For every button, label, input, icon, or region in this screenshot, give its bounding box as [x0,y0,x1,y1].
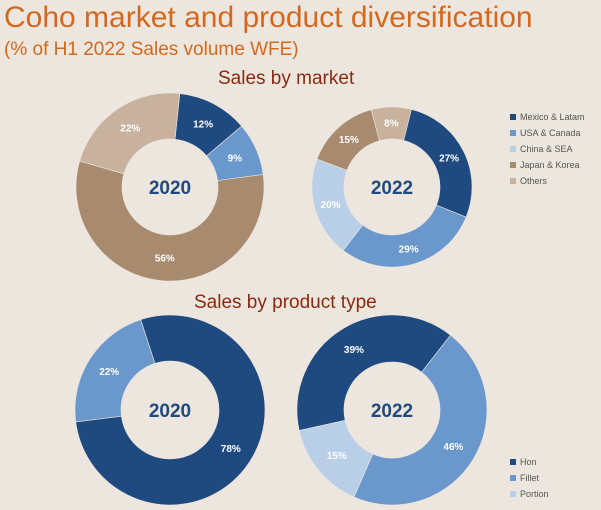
legend-label: Japan & Korea [520,160,580,170]
slice-hon [296,314,451,431]
legend-swatch [510,475,516,481]
legend-label: Hon [520,457,537,467]
slice-label: 22% [99,367,119,378]
legend-item: Portion [510,486,549,502]
legend-swatch [510,459,516,465]
center-year-label: 2022 [371,401,413,422]
center-year-label: 2020 [149,401,191,422]
page-subtitle: (% of H1 2022 Sales volume WFE) [4,39,299,60]
market-legend: Mexico & Latam USA & Canada China & SEA Jap… [510,109,585,189]
product-section-title: Sales by product type [194,292,377,313]
slice-label: 56% [155,253,175,264]
legend-label: USA & Canada [520,128,581,138]
slice-usa-canada [342,204,467,268]
legend-label: Others [520,176,548,186]
legend-item: Mexico & Latam [510,109,585,125]
slice-fillet [74,319,156,423]
legend-item: Others [510,173,585,189]
legend-label: China & SEA [520,144,573,154]
slice-fillet [353,334,488,506]
legend-item: Japan & Korea [510,157,585,173]
donut-chart-4: 46% 15% 39% 2022 [296,314,488,506]
legend-swatch [510,130,516,136]
center-year-label: 2020 [149,178,191,199]
slice-label: 20% [320,200,340,211]
slice-label: 46% [443,442,463,453]
product-legend: Hon Fillet Portion [510,454,549,502]
slice-label: 12% [193,120,213,131]
legend-label: Mexico & Latam [520,112,585,122]
legend-swatch [510,146,516,152]
slice-label: 9% [228,154,243,165]
slice-label: 22% [120,124,140,135]
legend-label: Fillet [520,473,540,483]
slice-hon [75,314,266,506]
slice-label: 29% [399,244,419,255]
slice-label: 8% [384,119,399,130]
slice-label: 15% [327,451,347,462]
legend-item: USA & Canada [510,125,585,141]
donut-chart-2: 27% 29% 20% 15% 8% 2022 [311,106,473,268]
slice-others [79,92,181,175]
legend-swatch [510,162,516,168]
legend-label: Portion [520,489,549,499]
slice-label: 27% [439,154,459,165]
center-year-label: 2022 [371,178,413,199]
donut-chart-3: 78% 22% 2020 [74,314,266,506]
slice-mexico-latam [403,109,473,218]
slice-label: 78% [221,444,241,455]
page-title: Coho market and product diversification [4,1,533,34]
slice-label: 39% [344,345,364,356]
legend-swatch [510,491,516,497]
market-section-title: Sales by market [218,68,355,89]
slice-others [370,106,412,142]
legend-item: China & SEA [510,141,585,157]
legend-swatch [510,178,516,184]
donut-chart-1: 12% 9% 56% 22% 2020 [75,92,265,282]
legend-item: Hon [510,454,549,470]
slice-label: 15% [339,135,359,146]
legend-swatch [510,114,516,120]
legend-item: Fillet [510,470,549,486]
slice-japan-korea [75,160,265,282]
